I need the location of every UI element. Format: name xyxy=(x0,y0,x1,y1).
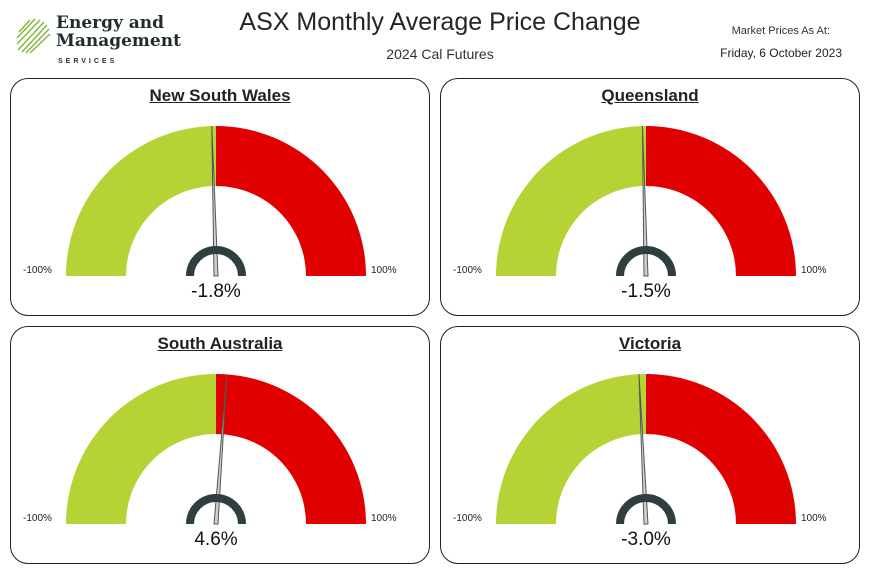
gauge-hub xyxy=(186,246,246,277)
gauge-max-label: 100% xyxy=(371,513,397,524)
logo-subtext: SERVICES xyxy=(58,58,118,65)
gauge-needle xyxy=(638,374,649,525)
gauge-needle xyxy=(211,126,219,277)
gauge-positive-band xyxy=(216,374,366,524)
gauge-hub xyxy=(616,246,676,277)
gauge-card-nsw: New South Wales -100% 100% -1.8% xyxy=(10,78,430,316)
gauge-chart xyxy=(496,126,796,277)
gauge-hub xyxy=(616,494,676,525)
gauge-min-label: -100% xyxy=(453,513,482,524)
gauge-value-label: -3.0% xyxy=(621,529,671,550)
market-prices-date: Friday, 6 October 2023 xyxy=(720,46,842,60)
logo-text: Energy and Management xyxy=(56,14,181,50)
logo-line1: Energy and xyxy=(56,13,165,33)
page-subtitle: 2024 Cal Futures xyxy=(386,46,494,62)
gauge-hub xyxy=(186,494,246,525)
gauge-card-vic: Victoria -100% 100% -3.0% xyxy=(440,326,860,564)
gauge-chart xyxy=(66,374,366,525)
gauge-chart xyxy=(66,126,366,277)
gauge-negative-band xyxy=(496,374,646,524)
gauge-chart xyxy=(496,374,796,525)
gauge-positive-band xyxy=(646,374,796,524)
gauge-needle xyxy=(641,126,649,277)
gauge-positive-band xyxy=(216,126,366,276)
gauge-min-label: -100% xyxy=(23,265,52,276)
gauge-max-label: 100% xyxy=(801,513,827,524)
gauge-title: Victoria xyxy=(618,334,682,353)
gauge-value-label: -1.5% xyxy=(621,281,671,302)
gauge-title: Queensland xyxy=(601,86,699,105)
gauge-title: South Australia xyxy=(157,334,283,353)
gauge-negative-band xyxy=(496,126,646,276)
market-prices-label: Market Prices As At: xyxy=(731,25,830,37)
gauge-value-label: -1.8% xyxy=(191,281,241,302)
gauge-negative-band xyxy=(66,126,216,276)
company-logo: Energy and Management SERVICES xyxy=(12,10,202,72)
leaf-logo-icon xyxy=(16,18,51,54)
gauge-max-label: 100% xyxy=(371,265,397,276)
gauge-positive-band xyxy=(646,126,796,276)
gauge-max-label: 100% xyxy=(801,265,827,276)
gauge-card-sa: South Australia -100% 100% 4.6% xyxy=(10,326,430,564)
logo-line2: Management xyxy=(56,31,181,51)
gauge-title: New South Wales xyxy=(149,86,291,105)
gauge-min-label: -100% xyxy=(23,513,52,524)
gauge-card-qld: Queensland -100% 100% -1.5% xyxy=(440,78,860,316)
page-title: ASX Monthly Average Price Change xyxy=(239,8,641,36)
gauge-negative-band xyxy=(66,374,216,524)
gauge-value-label: 4.6% xyxy=(194,529,238,550)
gauge-needle xyxy=(213,374,228,525)
gauge-min-label: -100% xyxy=(453,265,482,276)
